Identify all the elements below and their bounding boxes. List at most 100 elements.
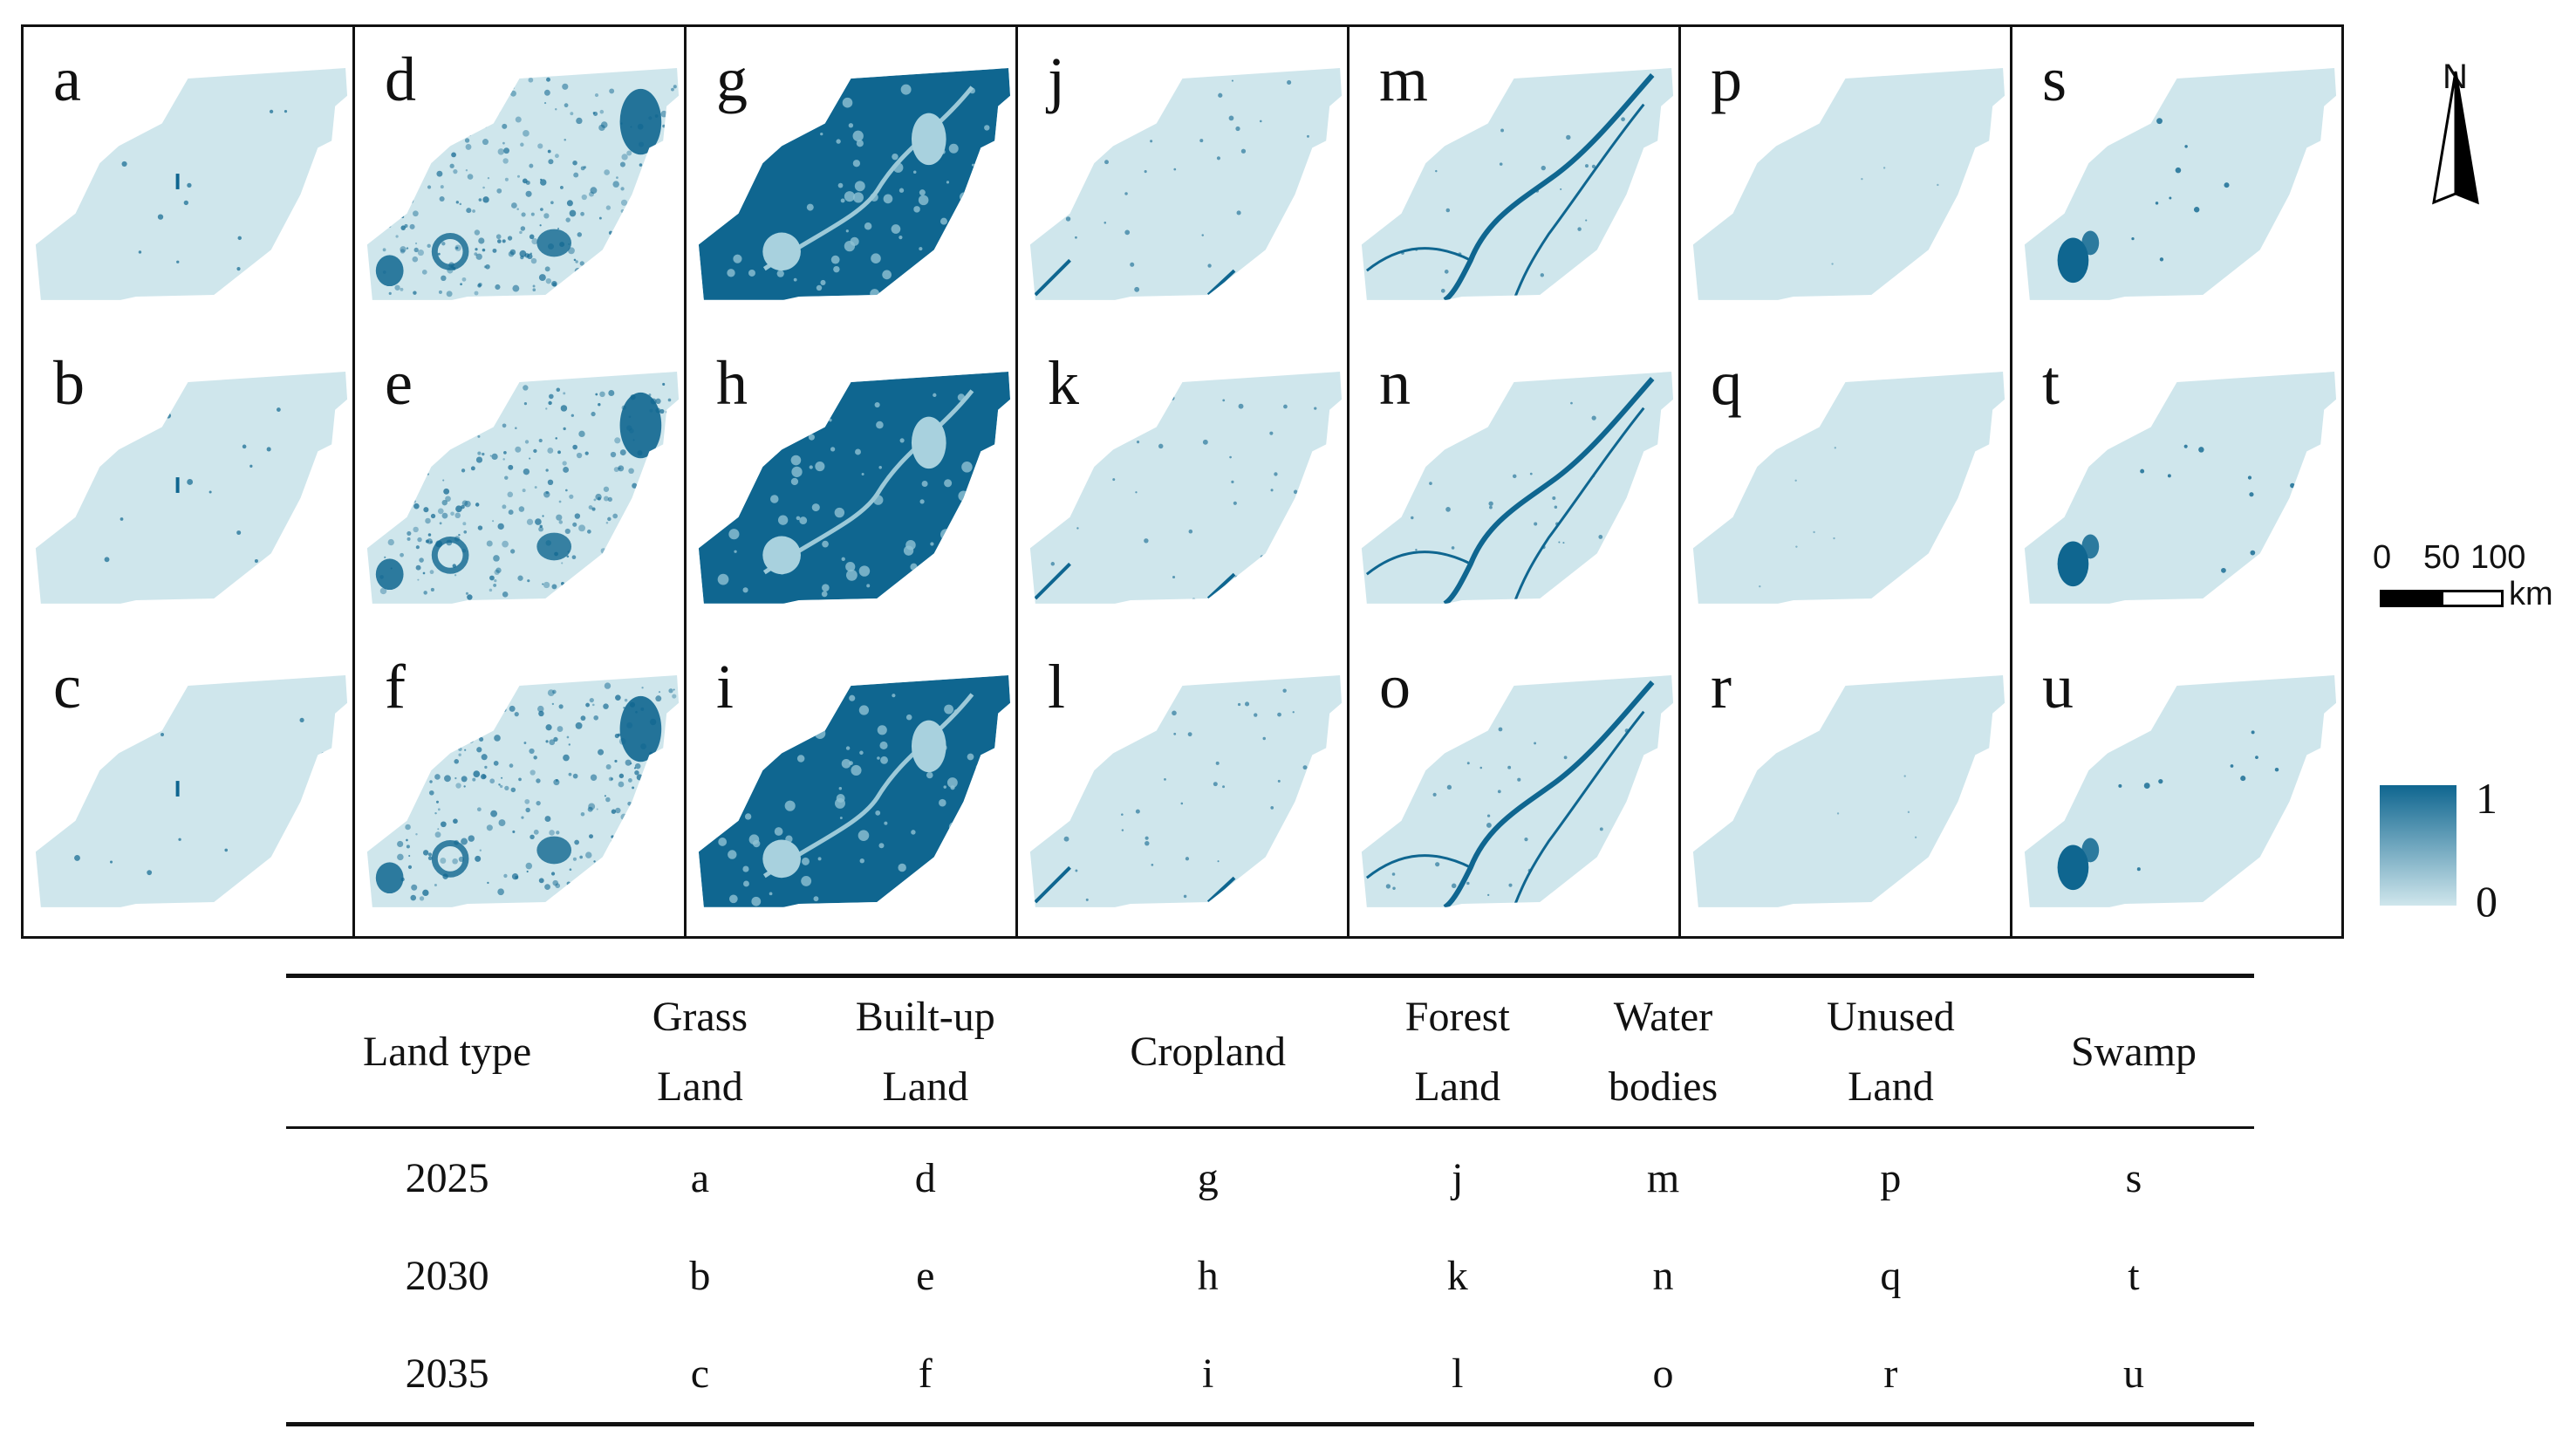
scale-bar-white-segment [2441,590,2504,607]
map-panel: u [2012,641,2341,938]
map-panel: l [1018,641,1347,938]
map-panel: j [1018,34,1347,331]
panel-label: c [53,652,81,722]
map-panel-grid: a b c d e f g h i j k l m n o p q r s t u [21,24,2344,940]
map-panel: m [1349,34,1678,331]
table-header-line: Land [1848,1063,1934,1110]
panel-label: b [53,348,85,418]
table-header-row: Land type Grass Land Built-up Land Cropland F… [286,975,2254,1128]
table-header-line: Land [1414,1063,1501,1110]
panel-column: m n o [1347,24,1681,939]
map-panel: k [1018,338,1347,634]
panel-column: s t u [2010,24,2344,939]
region-map [698,372,1011,604]
panel-label: j [1048,44,1066,114]
table-header-col: Unused Land [1768,976,2013,1128]
region-map [1361,675,1674,907]
panel-label: r [1711,652,1732,722]
panel-key-table: Land type Grass Land Built-up Land Cropland F… [286,974,2254,1426]
table-header-line: Built-up [855,994,995,1040]
map-panel: q [1681,338,2010,634]
legend-color-ramp [2380,785,2456,906]
map-panel: b [24,338,352,634]
map-panel: t [2012,338,2341,634]
table-cell: l [1452,1350,1464,1397]
panel-label: h [716,348,748,418]
region-map [35,68,348,300]
table-cell: e [916,1252,935,1299]
map-panel: a [24,34,352,331]
map-panel: h [687,338,1015,634]
map-panel: n [1349,338,1678,634]
table-header-line: Land [882,1063,969,1110]
north-arrow-icon [2432,71,2479,205]
legend-min-label: 0 [2476,877,2497,926]
table-cell: r [1883,1350,1898,1397]
panel-label: u [2042,652,2074,722]
region-map [1029,68,1343,300]
table-header-line: Forest [1404,994,1510,1040]
map-panel: o [1349,641,1678,938]
region-map [1029,372,1343,604]
map-panel: r [1681,641,2010,938]
table-header-line: Land [657,1063,743,1110]
region-map [1692,675,2005,907]
table-cell: f [918,1350,933,1397]
table-header-col: Grass Land [608,976,791,1128]
table-header-line: Cropland [1130,1029,1287,1075]
color-legend: 1 0 [2380,774,2554,926]
table-cell: j [1452,1154,1464,1201]
map-panel: c [24,641,352,938]
panel-label: s [2042,44,2067,114]
table-cell: i [1202,1350,1214,1397]
legend-max-label: 1 [2476,774,2497,823]
panel-label: a [53,44,81,114]
scale-tick-0: 0 [2373,539,2392,576]
table-cell: b [689,1252,711,1299]
map-panel: d [355,34,684,331]
table-header-line: Water [1613,994,1713,1040]
table-cell: n [1652,1252,1674,1299]
region-map [1361,68,1674,300]
region-map [698,675,1011,907]
panel-label: t [2042,348,2060,418]
region-map [2024,675,2337,907]
table-cell: m [1646,1154,1680,1201]
panel-column: g h i [684,24,1018,939]
region-map [366,675,680,907]
panel-column: p q r [1678,24,2012,939]
panel-label: d [385,44,416,114]
scale-bar-black-segment [2380,590,2443,607]
scale-bar: 0 50 100 km [2373,539,2573,626]
table-header-line: Swamp [2070,1029,2197,1075]
table-cell: p [1880,1154,1902,1201]
region-map [1692,68,2005,300]
table-header-col: Cropland [1059,976,1357,1128]
scale-tick-100: 100 [2470,539,2526,576]
panel-label: n [1379,348,1411,418]
table-header-line: bodies [1608,1063,1718,1110]
table-cell: k [1446,1252,1468,1299]
panel-label: i [716,652,735,722]
table-cell: g [1197,1154,1219,1201]
table-year-cell: 2030 [405,1252,489,1299]
scale-tick-50: 50 [2423,539,2461,576]
table-year-cell: 2025 [405,1154,489,1201]
table-row: 2035 c f i l o r u [286,1324,2254,1425]
panel-label: l [1048,652,1066,722]
panel-column: j k l [1015,24,1349,939]
map-panel: g [687,34,1015,331]
table-cell: d [914,1154,936,1201]
map-panel: e [355,338,684,634]
table-row: 2025 a d g j m p s [286,1128,2254,1228]
table-cell: s [2125,1154,2142,1201]
table-header-col: Swamp [2013,976,2254,1128]
table-cell: h [1197,1252,1219,1299]
map-panel: i [687,641,1015,938]
panel-label: p [1711,44,1742,114]
panel-label: g [716,44,748,114]
region-map [35,372,348,604]
panel-label: f [385,652,406,722]
table-cell: q [1880,1252,1902,1299]
panel-label: e [385,348,413,418]
